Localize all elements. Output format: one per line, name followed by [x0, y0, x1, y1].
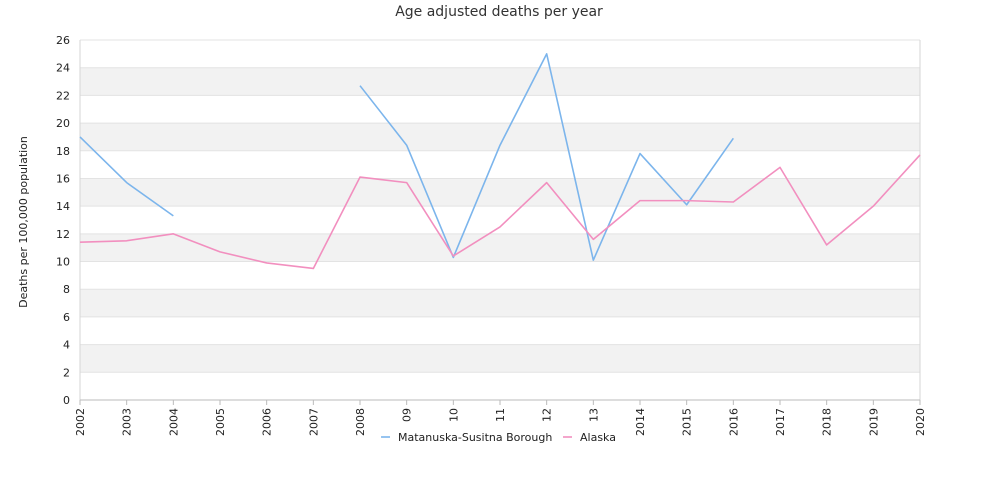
y-axis-title: Deaths per 100,000 population — [17, 136, 30, 308]
grid-band — [80, 178, 920, 207]
x-tick-label: 10 — [447, 408, 460, 422]
series-line-matanuska-susitna — [359, 53, 734, 261]
grid-band — [80, 316, 920, 345]
y-tick-label: 6 — [63, 311, 70, 324]
x-tick-label: 2005 — [214, 408, 227, 436]
grid-lines — [80, 39, 920, 401]
grid-bands — [80, 40, 920, 400]
x-tick-label: 11 — [494, 408, 507, 422]
y-tick-label: 10 — [56, 256, 70, 269]
x-tick-label: 2008 — [354, 408, 367, 436]
grid-band — [80, 344, 920, 373]
x-tick-label: 12 — [541, 408, 554, 422]
y-tick-label: 0 — [63, 394, 70, 407]
grid-band — [80, 372, 920, 400]
x-tick-label: 2002 — [74, 408, 87, 436]
x-tick-label: 2003 — [121, 408, 134, 436]
x-tick-label: 2007 — [307, 408, 320, 436]
y-tick-label: 18 — [56, 145, 70, 158]
grid-band — [80, 289, 920, 317]
axes — [79, 40, 921, 405]
y-tick-label: 8 — [63, 283, 70, 296]
x-tick-label: 09 — [401, 408, 414, 422]
x-tick-label: 2004 — [167, 408, 180, 436]
y-tick-label: 22 — [56, 89, 70, 102]
series-line-alaska — [79, 154, 921, 270]
legend-item-alaska-label[interactable]: Alaska — [580, 431, 616, 444]
x-tick-label: 2017 — [774, 408, 787, 436]
grid-band — [80, 67, 920, 96]
y-tick-label: 12 — [56, 228, 70, 241]
y-tick-label: 14 — [56, 200, 70, 213]
grid-band — [80, 40, 920, 68]
x-tick-label: 2018 — [821, 408, 834, 436]
grid-band — [80, 95, 920, 124]
y-tick-label: 24 — [56, 62, 70, 75]
y-tick-label: 16 — [56, 172, 70, 185]
grid-band — [80, 206, 920, 234]
x-tick-label: 2014 — [634, 408, 647, 436]
y-tick-label: 2 — [63, 366, 70, 379]
x-tick-label: 2006 — [261, 408, 274, 436]
y-tick-label: 4 — [63, 339, 70, 352]
x-tick-label: 2015 — [681, 408, 694, 436]
x-tick-labels: 2002 2003 2004 2005 2006 2007 2008 09 10 11 12 13 20… — [74, 408, 927, 436]
y-tick-label: 26 — [56, 34, 70, 47]
series-line-matanuska-susitna — [79, 136, 174, 217]
legend-item-matanuska-susitna-label[interactable]: Matanuska-Susitna Borough — [398, 431, 552, 444]
y-tick-label: 20 — [56, 117, 70, 130]
chart-title: Age adjusted deaths per year — [395, 4, 603, 20]
grid-band — [80, 150, 920, 179]
x-tick-label: 2020 — [914, 408, 927, 436]
series-lines — [79, 53, 921, 270]
x-tick-label: 2016 — [727, 408, 740, 436]
grid-band — [80, 261, 920, 290]
legend: Matanuska-Susitna Borough Alaska — [381, 431, 616, 444]
x-tick-label: 13 — [587, 408, 600, 422]
grid-band — [80, 233, 920, 262]
x-tick-label: 2019 — [867, 408, 880, 436]
